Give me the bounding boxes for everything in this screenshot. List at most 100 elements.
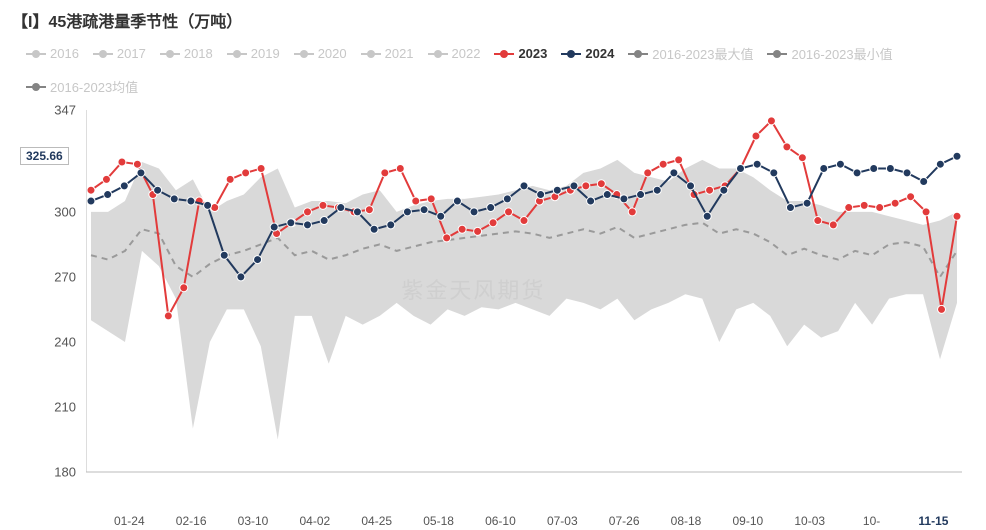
- legend-item-2024[interactable]: 2024: [561, 46, 614, 61]
- series-2023-point: [798, 154, 806, 162]
- series-2023-point: [381, 169, 389, 177]
- series-2023-point: [412, 197, 420, 205]
- series-2024-point: [737, 165, 745, 173]
- y-tick-label: 210: [14, 399, 76, 414]
- range-band: [91, 160, 957, 440]
- series-2023-point: [319, 201, 327, 209]
- series-2023-point: [953, 212, 961, 220]
- series-2023-point: [891, 199, 899, 207]
- legend-label: 2024: [585, 46, 614, 61]
- legend-label: 2022: [452, 46, 481, 61]
- series-2023-point: [520, 217, 528, 225]
- series-2024-point: [936, 160, 944, 168]
- x-tick-label: 03-10: [238, 514, 269, 528]
- series-2024-point: [220, 251, 228, 259]
- series-2023-point: [180, 284, 188, 292]
- series-2024-point: [320, 217, 328, 225]
- series-2024-point: [553, 186, 561, 194]
- legend-label: 2020: [318, 46, 347, 61]
- series-2024-point: [187, 197, 195, 205]
- legend-item-2016-2023均值[interactable]: 2016-2023均值: [26, 77, 138, 96]
- series-2024-point: [437, 212, 445, 220]
- chart-area: 180210240270300347 325.66 紫金天风期货 01-2402…: [14, 100, 974, 530]
- series-2024-point: [603, 191, 611, 199]
- y-tick-label: 300: [14, 204, 76, 219]
- series-2023-point: [706, 186, 714, 194]
- series-2023-point: [87, 186, 95, 194]
- y-tick-label: 270: [14, 269, 76, 284]
- series-2024-point: [453, 197, 461, 205]
- series-2024-point: [953, 152, 961, 160]
- series-2024-point: [304, 221, 312, 229]
- series-2023-point: [644, 169, 652, 177]
- series-2023-point: [133, 160, 141, 168]
- legend-swatch: [361, 53, 381, 55]
- legend-swatch: [26, 86, 46, 88]
- x-tick-label: 07-03: [547, 514, 578, 528]
- series-2024-point: [770, 169, 778, 177]
- series-2024-point: [903, 169, 911, 177]
- series-2024-point: [487, 204, 495, 212]
- x-tick-label: 08-18: [671, 514, 702, 528]
- series-2024-point: [853, 169, 861, 177]
- x-tick-label: 11-15: [918, 514, 948, 528]
- chart-title: 【I】45港疏港量季节性（万吨）: [12, 8, 242, 32]
- series-2024-point: [254, 256, 262, 264]
- series-2024-point: [270, 223, 278, 231]
- series-2024-point: [820, 165, 828, 173]
- series-2023-point: [907, 193, 915, 201]
- series-2023-point: [443, 234, 451, 242]
- series-2023-point: [628, 208, 636, 216]
- series-2023-point: [396, 165, 404, 173]
- series-2023-point: [860, 201, 868, 209]
- series-2024-point: [620, 195, 628, 203]
- series-2024-point: [637, 191, 645, 199]
- series-2024-point: [753, 160, 761, 168]
- legend-swatch: [93, 53, 113, 55]
- legend-swatch: [227, 53, 247, 55]
- x-tick-label: 07-26: [609, 514, 640, 528]
- legend-item-2016-2023最小值[interactable]: 2016-2023最小值: [767, 44, 892, 63]
- series-2024-point: [154, 186, 162, 194]
- series-2023-point: [922, 208, 930, 216]
- chart-canvas: [86, 100, 962, 500]
- series-2023-point: [829, 221, 837, 229]
- x-tick-label: 02-16: [176, 514, 207, 528]
- series-2024-point: [886, 165, 894, 173]
- chart-title-bar: 【I】45港疏港量季节性（万吨）: [0, 0, 986, 40]
- legend-item-2016-2023最大值[interactable]: 2016-2023最大值: [628, 44, 753, 63]
- series-2024-point: [537, 191, 545, 199]
- x-tick-label: 06-10: [485, 514, 516, 528]
- series-2024-point: [720, 186, 728, 194]
- series-2024-point: [870, 165, 878, 173]
- series-2023-point: [102, 175, 110, 183]
- x-tick-label: 10-: [863, 514, 880, 528]
- legend-item-2017[interactable]: 2017: [93, 46, 146, 61]
- series-2023-point: [164, 312, 172, 320]
- series-2023-point: [582, 182, 590, 190]
- legend-item-2021[interactable]: 2021: [361, 46, 414, 61]
- y-tick-label: 180: [14, 465, 76, 480]
- series-2024-point: [653, 186, 661, 194]
- series-2023-point: [489, 219, 497, 227]
- legend-label: 2017: [117, 46, 146, 61]
- x-tick-label: 01-24: [114, 514, 145, 528]
- legend-item-2016[interactable]: 2016: [26, 46, 79, 61]
- legend-item-2019[interactable]: 2019: [227, 46, 280, 61]
- series-2023-point: [226, 175, 234, 183]
- legend-label: 2016-2023最小值: [791, 44, 892, 63]
- legend-swatch: [294, 53, 314, 55]
- legend-item-2023[interactable]: 2023: [494, 46, 547, 61]
- series-2024-point: [570, 182, 578, 190]
- x-tick-label: 04-25: [361, 514, 392, 528]
- series-2023-point: [427, 195, 435, 203]
- series-2024-point: [920, 178, 928, 186]
- legend-swatch: [160, 53, 180, 55]
- legend-item-2022[interactable]: 2022: [428, 46, 481, 61]
- legend-item-2018[interactable]: 2018: [160, 46, 213, 61]
- x-tick-label: 10-03: [794, 514, 825, 528]
- series-2024-point: [703, 212, 711, 220]
- legend-item-2020[interactable]: 2020: [294, 46, 347, 61]
- series-2024-point: [137, 169, 145, 177]
- legend-label: 2018: [184, 46, 213, 61]
